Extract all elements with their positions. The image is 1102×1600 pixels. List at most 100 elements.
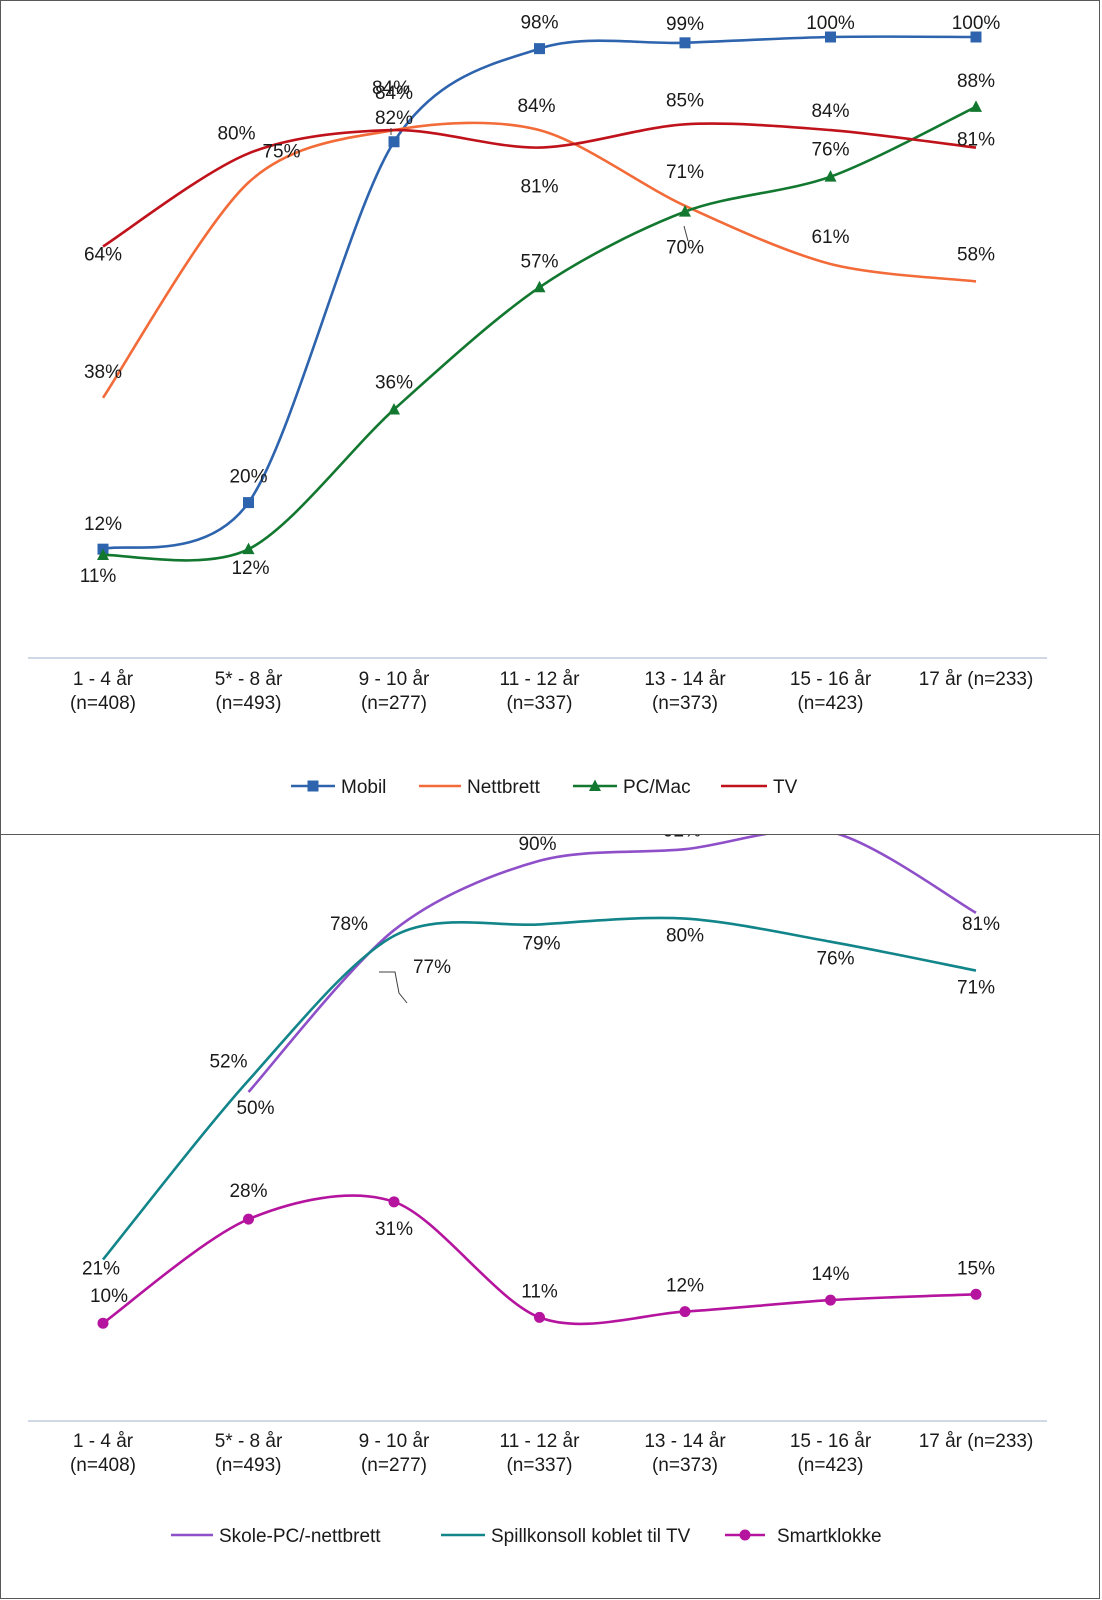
x-tick-label: 11 - 12 år (n=337) — [500, 669, 581, 714]
legend-marker — [739, 1529, 751, 1541]
series-smartklokke — [97, 1194, 982, 1329]
data-label-nettbrett: 84% — [517, 96, 555, 117]
data-point-smartklokke — [97, 1317, 109, 1329]
data-label-skole-pc-nettbrett: 92% — [663, 835, 701, 841]
data-label-smartklokke: 12% — [666, 1276, 704, 1297]
data-label-pc-mac: 11% — [80, 566, 117, 587]
legend: Mobil Nettbrett PC/Mac TV — [291, 777, 798, 798]
legend-label: PC/Mac — [623, 777, 691, 798]
data-label-nettbrett: 71% — [666, 162, 704, 183]
legend-entry-skole-pc-nettbrett: Skole-PC/-nettbrett — [171, 1526, 381, 1547]
data-label-nettbrett: 84% — [372, 78, 410, 99]
x-tick-label: 1 - 4 år (n=408) — [70, 669, 136, 714]
legend-label: Smartklokke — [777, 1526, 882, 1547]
data-label-smartklokke: 31% — [375, 1219, 413, 1240]
data-label-mobil: 12% — [84, 514, 122, 535]
data-label-spillkonsoll-koblet-til-tv: 77% — [413, 957, 451, 978]
data-label-spillkonsoll-koblet-til-tv: 71% — [957, 978, 995, 999]
data-label-pc-mac: 57% — [520, 251, 558, 272]
series-tv — [102, 122, 977, 248]
legend-label: Mobil — [341, 777, 386, 798]
data-point-pc-mac — [679, 205, 691, 217]
legend-label: Nettbrett — [467, 777, 541, 798]
legend-entry-pc-mac: PC/Mac — [573, 777, 691, 798]
data-label-tv: 80% — [217, 123, 255, 144]
legend-label: TV — [773, 777, 798, 798]
x-tick-label: 1 - 4 år (n=408) — [70, 1431, 136, 1476]
data-label-smartklokke: 15% — [957, 1258, 995, 1279]
data-label-nettbrett: 58% — [957, 244, 995, 265]
x-tick-label: 9 - 10 år (n=277) — [359, 669, 430, 714]
series-line-tv — [102, 122, 977, 248]
legend: Skole-PC/-nettbrett Spillkonsoll koblet t… — [171, 1526, 882, 1547]
data-point-smartklokke — [388, 1196, 400, 1208]
data-point-smartklokke — [243, 1213, 254, 1225]
series-spillkonsoll-koblet-til-tv — [101, 916, 977, 1261]
data-label-spillkonsoll-koblet-til-tv: 21% — [82, 1259, 120, 1280]
label-leader-line — [683, 225, 689, 242]
data-point-mobil — [243, 497, 254, 509]
legend-label: Skole-PC/-nettbrett — [219, 1526, 381, 1547]
data-point-mobil — [534, 43, 545, 55]
data-point-pc-mac — [97, 548, 109, 560]
data-label-nettbrett: 61% — [811, 227, 849, 248]
x-tick-label: 15 - 16 år (n=423) — [790, 1431, 872, 1476]
data-label-skole-pc-nettbrett: 50% — [236, 1098, 274, 1119]
data-point-smartklokke — [679, 1306, 691, 1318]
data-label-skole-pc-nettbrett: 78% — [330, 914, 368, 935]
x-tick-label: 17 år (n=233) — [919, 1431, 1034, 1452]
legend-entry-spillkonsoll-koblet-til-tv: Spillkonsoll koblet til TV — [441, 1526, 691, 1547]
data-point-smartklokke — [534, 1311, 545, 1323]
data-label-mobil: 20% — [229, 467, 267, 488]
data-label-mobil: 100% — [952, 13, 1001, 34]
x-tick-label: 11 - 12 år (n=337) — [500, 1431, 581, 1476]
data-point-pc-mac — [533, 280, 546, 293]
data-point-mobil — [825, 31, 836, 43]
data-label-nettbrett: 38% — [84, 362, 122, 383]
data-label-mobil: 98% — [520, 13, 558, 34]
data-label-mobil: 82% — [375, 108, 413, 129]
data-label-pc-mac: 76% — [811, 140, 849, 161]
x-tick-label: 17 år (n=233) — [919, 669, 1034, 690]
data-label-spillkonsoll-koblet-til-tv: 80% — [666, 926, 704, 947]
data-label-smartklokke: 10% — [90, 1286, 128, 1307]
data-label-tv: 84% — [811, 101, 849, 122]
data-point-mobil — [970, 31, 982, 43]
data-label-smartklokke: 14% — [811, 1264, 849, 1285]
data-point-mobil — [388, 136, 400, 148]
data-label-tv: 81% — [520, 177, 558, 198]
legend-marker — [307, 780, 319, 792]
data-label-skole-pc-nettbrett: 90% — [518, 835, 556, 855]
data-label-spillkonsoll-koblet-til-tv: 52% — [209, 1051, 247, 1072]
data-point-smartklokke — [970, 1288, 982, 1300]
data-label-pc-mac: 12% — [231, 558, 269, 579]
data-label-mobil: 100% — [806, 13, 855, 34]
chart-panel-other-devices: 1 - 4 år (n=408) 5* - 8 år (n=493) 9 - 10 år… — [0, 834, 1100, 1599]
data-label-smartklokke: 28% — [229, 1181, 267, 1202]
legend-entry-smartklokke: Smartklokke — [725, 1526, 882, 1547]
data-label-pc-mac: 70% — [666, 238, 704, 259]
legend-marker — [589, 779, 601, 791]
data-label-mobil: 99% — [666, 14, 704, 35]
x-tick-label: 5* - 8 år (n=493) — [215, 1431, 283, 1476]
data-label-pc-mac: 88% — [957, 71, 995, 92]
data-point-pc-mac — [242, 542, 255, 555]
label-leader-line — [379, 971, 408, 1004]
x-tick-label: 5* - 8 år (n=493) — [215, 669, 283, 714]
data-label-skole-pc-nettbrett: 81% — [962, 914, 1000, 935]
data-label-tv: 64% — [84, 245, 122, 266]
data-point-mobil — [679, 37, 691, 49]
data-label-tv: 84% — [375, 83, 413, 104]
chart-other-devices: 1 - 4 år (n=408) 5* - 8 år (n=493) 9 - 10 år… — [28, 835, 1047, 1547]
series-pc-mac — [97, 100, 982, 562]
chart-panel-devices: 1 - 4 år (n=408) 5* - 8 år (n=493) 9 - 10 år… — [0, 0, 1100, 835]
legend-entry-mobil: Mobil — [291, 777, 386, 798]
series-line-pc-mac — [102, 105, 977, 562]
series-line-smartklokke — [102, 1194, 977, 1326]
data-label-spillkonsoll-koblet-til-tv: 76% — [816, 949, 854, 970]
x-tick-label: 13 - 14 år (n=373) — [644, 669, 726, 714]
series-line-spillkonsoll-koblet-til-tv — [101, 916, 977, 1261]
series-line-nettbrett — [101, 121, 977, 399]
data-label-tv: 81% — [957, 130, 995, 151]
data-label-nettbrett: 75% — [262, 142, 300, 163]
